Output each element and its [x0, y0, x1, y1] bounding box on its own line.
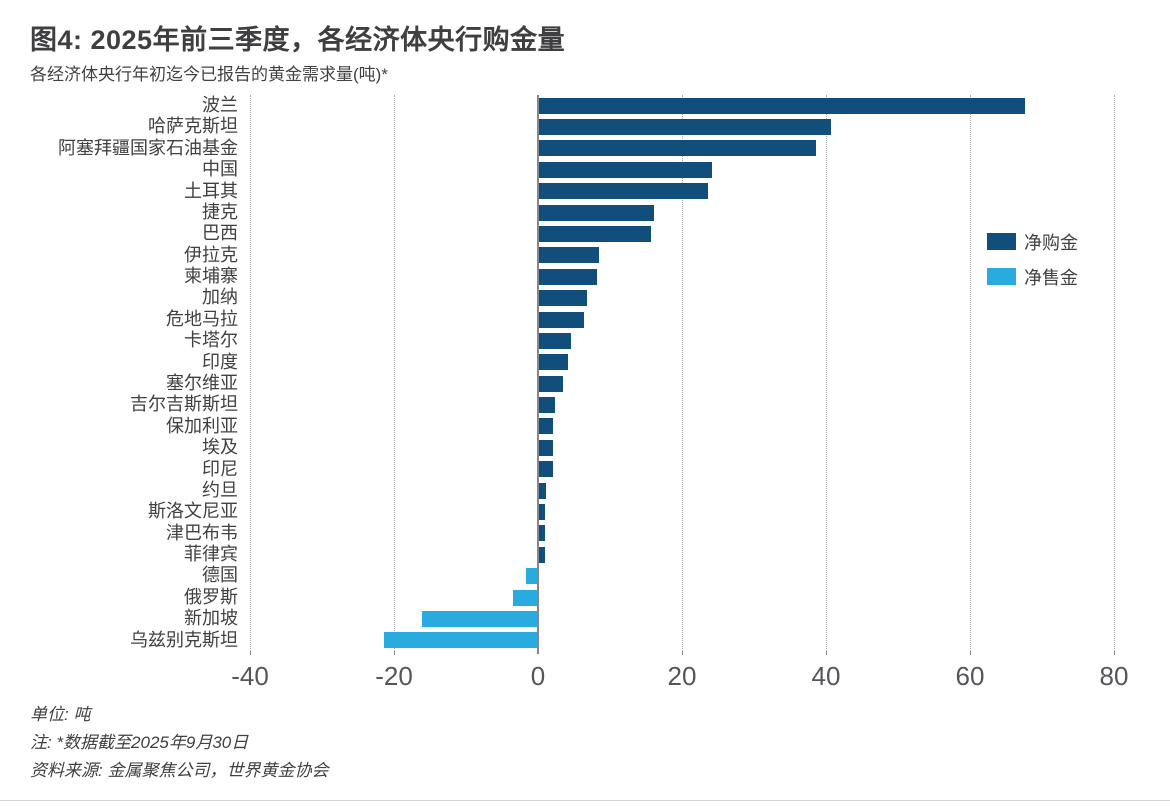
axis-tick	[394, 651, 395, 655]
x-tick-label: 20	[667, 661, 697, 691]
source-note: 资料来源: 金属聚焦公司，世界黄金协会	[30, 761, 329, 780]
chart-bar-purchase	[539, 332, 571, 349]
category-label: 菲律宾	[184, 544, 238, 565]
category-label: 柬埔寨	[184, 266, 238, 287]
chart-bar-purchase	[539, 546, 545, 563]
category-label: 危地马拉	[166, 308, 238, 329]
chart-bar-purchase	[539, 97, 1025, 114]
chart-legend: 净购金 净售金	[987, 232, 1078, 302]
unit-note: 单位: 吨	[30, 705, 91, 724]
category-label: 津巴布韦	[166, 522, 238, 543]
chart-bar-purchase	[539, 439, 554, 456]
chart-bar-purchase	[539, 418, 554, 435]
x-tick-label: -20	[375, 661, 413, 691]
net-sale-swatch-icon	[987, 268, 1016, 285]
category-label: 德国	[202, 565, 238, 586]
gridline	[394, 95, 395, 651]
chart-bar-sale	[526, 568, 537, 585]
category-label: 卡塔尔	[184, 330, 238, 351]
gridline	[970, 95, 971, 651]
chart-bar-purchase	[539, 119, 831, 136]
axis-tick	[250, 651, 251, 655]
net-sale-label: 净售金	[1024, 267, 1078, 288]
chart-bar-purchase	[539, 504, 546, 520]
chart-bar-purchase	[539, 482, 547, 499]
gridline	[826, 95, 827, 651]
chart-bar-purchase	[539, 461, 553, 478]
chart-bar-purchase	[539, 268, 597, 285]
gridline	[250, 95, 251, 651]
axis-tick	[970, 651, 971, 655]
axis-tick	[682, 651, 683, 655]
category-label: 捷克	[202, 201, 238, 222]
x-tick-label: 40	[811, 661, 841, 691]
category-label: 土耳其	[184, 180, 238, 201]
gridline	[682, 95, 683, 651]
category-label: 埃及	[202, 437, 238, 458]
category-label: 塞尔维亚	[166, 373, 238, 393]
axis-tick	[826, 651, 827, 655]
category-label: 哈萨克斯坦	[148, 116, 238, 137]
chart-bar-purchase	[539, 247, 599, 264]
chart-bar-purchase	[539, 311, 584, 328]
chart-bar-purchase	[539, 397, 555, 414]
category-label: 伊拉克	[184, 244, 238, 265]
x-tick-label: -40	[231, 661, 269, 691]
net-purchase-swatch-icon	[987, 233, 1016, 250]
chart-bar-sale	[421, 610, 537, 627]
chart-title: 图4: 2025年前三季度，各经济体央行购金量	[30, 25, 566, 55]
chart-bar-purchase	[539, 140, 817, 157]
category-label: 巴西	[202, 223, 238, 244]
chart-bar-sale	[383, 632, 537, 649]
axis-tick	[1114, 651, 1115, 655]
category-label: 印度	[202, 351, 238, 372]
x-tick-label: 80	[1099, 661, 1129, 691]
category-label: 吉尔吉斯斯坦	[130, 394, 238, 415]
category-label: 乌兹别克斯坦	[130, 629, 238, 650]
chart-bar-purchase	[539, 525, 546, 542]
net-purchase-label: 净购金	[1024, 232, 1078, 253]
gridline	[1114, 95, 1115, 651]
category-label: 印尼	[202, 458, 238, 479]
x-tick-label: 0	[530, 661, 546, 691]
chart-bar-purchase	[539, 161, 712, 178]
chart-bar-purchase	[539, 375, 563, 392]
legend-item-net-purchase: 净购金	[987, 232, 1078, 253]
category-label: 波兰	[202, 95, 238, 115]
category-label: 约旦	[202, 479, 238, 500]
category-label: 斯洛文尼亚	[148, 501, 238, 522]
category-label: 阿塞拜疆国家石油基金	[58, 137, 238, 158]
category-label: 保加利亚	[166, 415, 238, 436]
x-tick-label: 60	[955, 661, 985, 691]
category-label: 新加坡	[184, 608, 238, 629]
chart-bar-purchase	[539, 226, 651, 242]
bottom-divider	[0, 800, 1170, 801]
chart-bar-purchase	[539, 183, 709, 200]
chart-bar-purchase	[539, 354, 568, 371]
chart-bar-purchase	[539, 290, 587, 307]
zero-axis-line	[537, 95, 539, 654]
chart-bar-sale	[513, 589, 537, 606]
chart-bar-purchase	[539, 204, 655, 221]
legend-item-net-sale: 净售金	[987, 267, 1078, 288]
data-note: 注: *数据截至2025年9月30日	[30, 733, 249, 752]
chart-subtitle: 各经济体央行年初迄今已报告的黄金需求量(吨)*	[30, 65, 388, 84]
category-label: 俄罗斯	[184, 586, 238, 607]
plot-area	[250, 95, 1150, 655]
category-label: 中国	[202, 159, 238, 180]
category-label: 加纳	[202, 287, 238, 308]
chart-footnotes: 单位: 吨 注: *数据截至2025年9月30日 资料来源: 金属聚焦公司，世界…	[30, 701, 328, 785]
